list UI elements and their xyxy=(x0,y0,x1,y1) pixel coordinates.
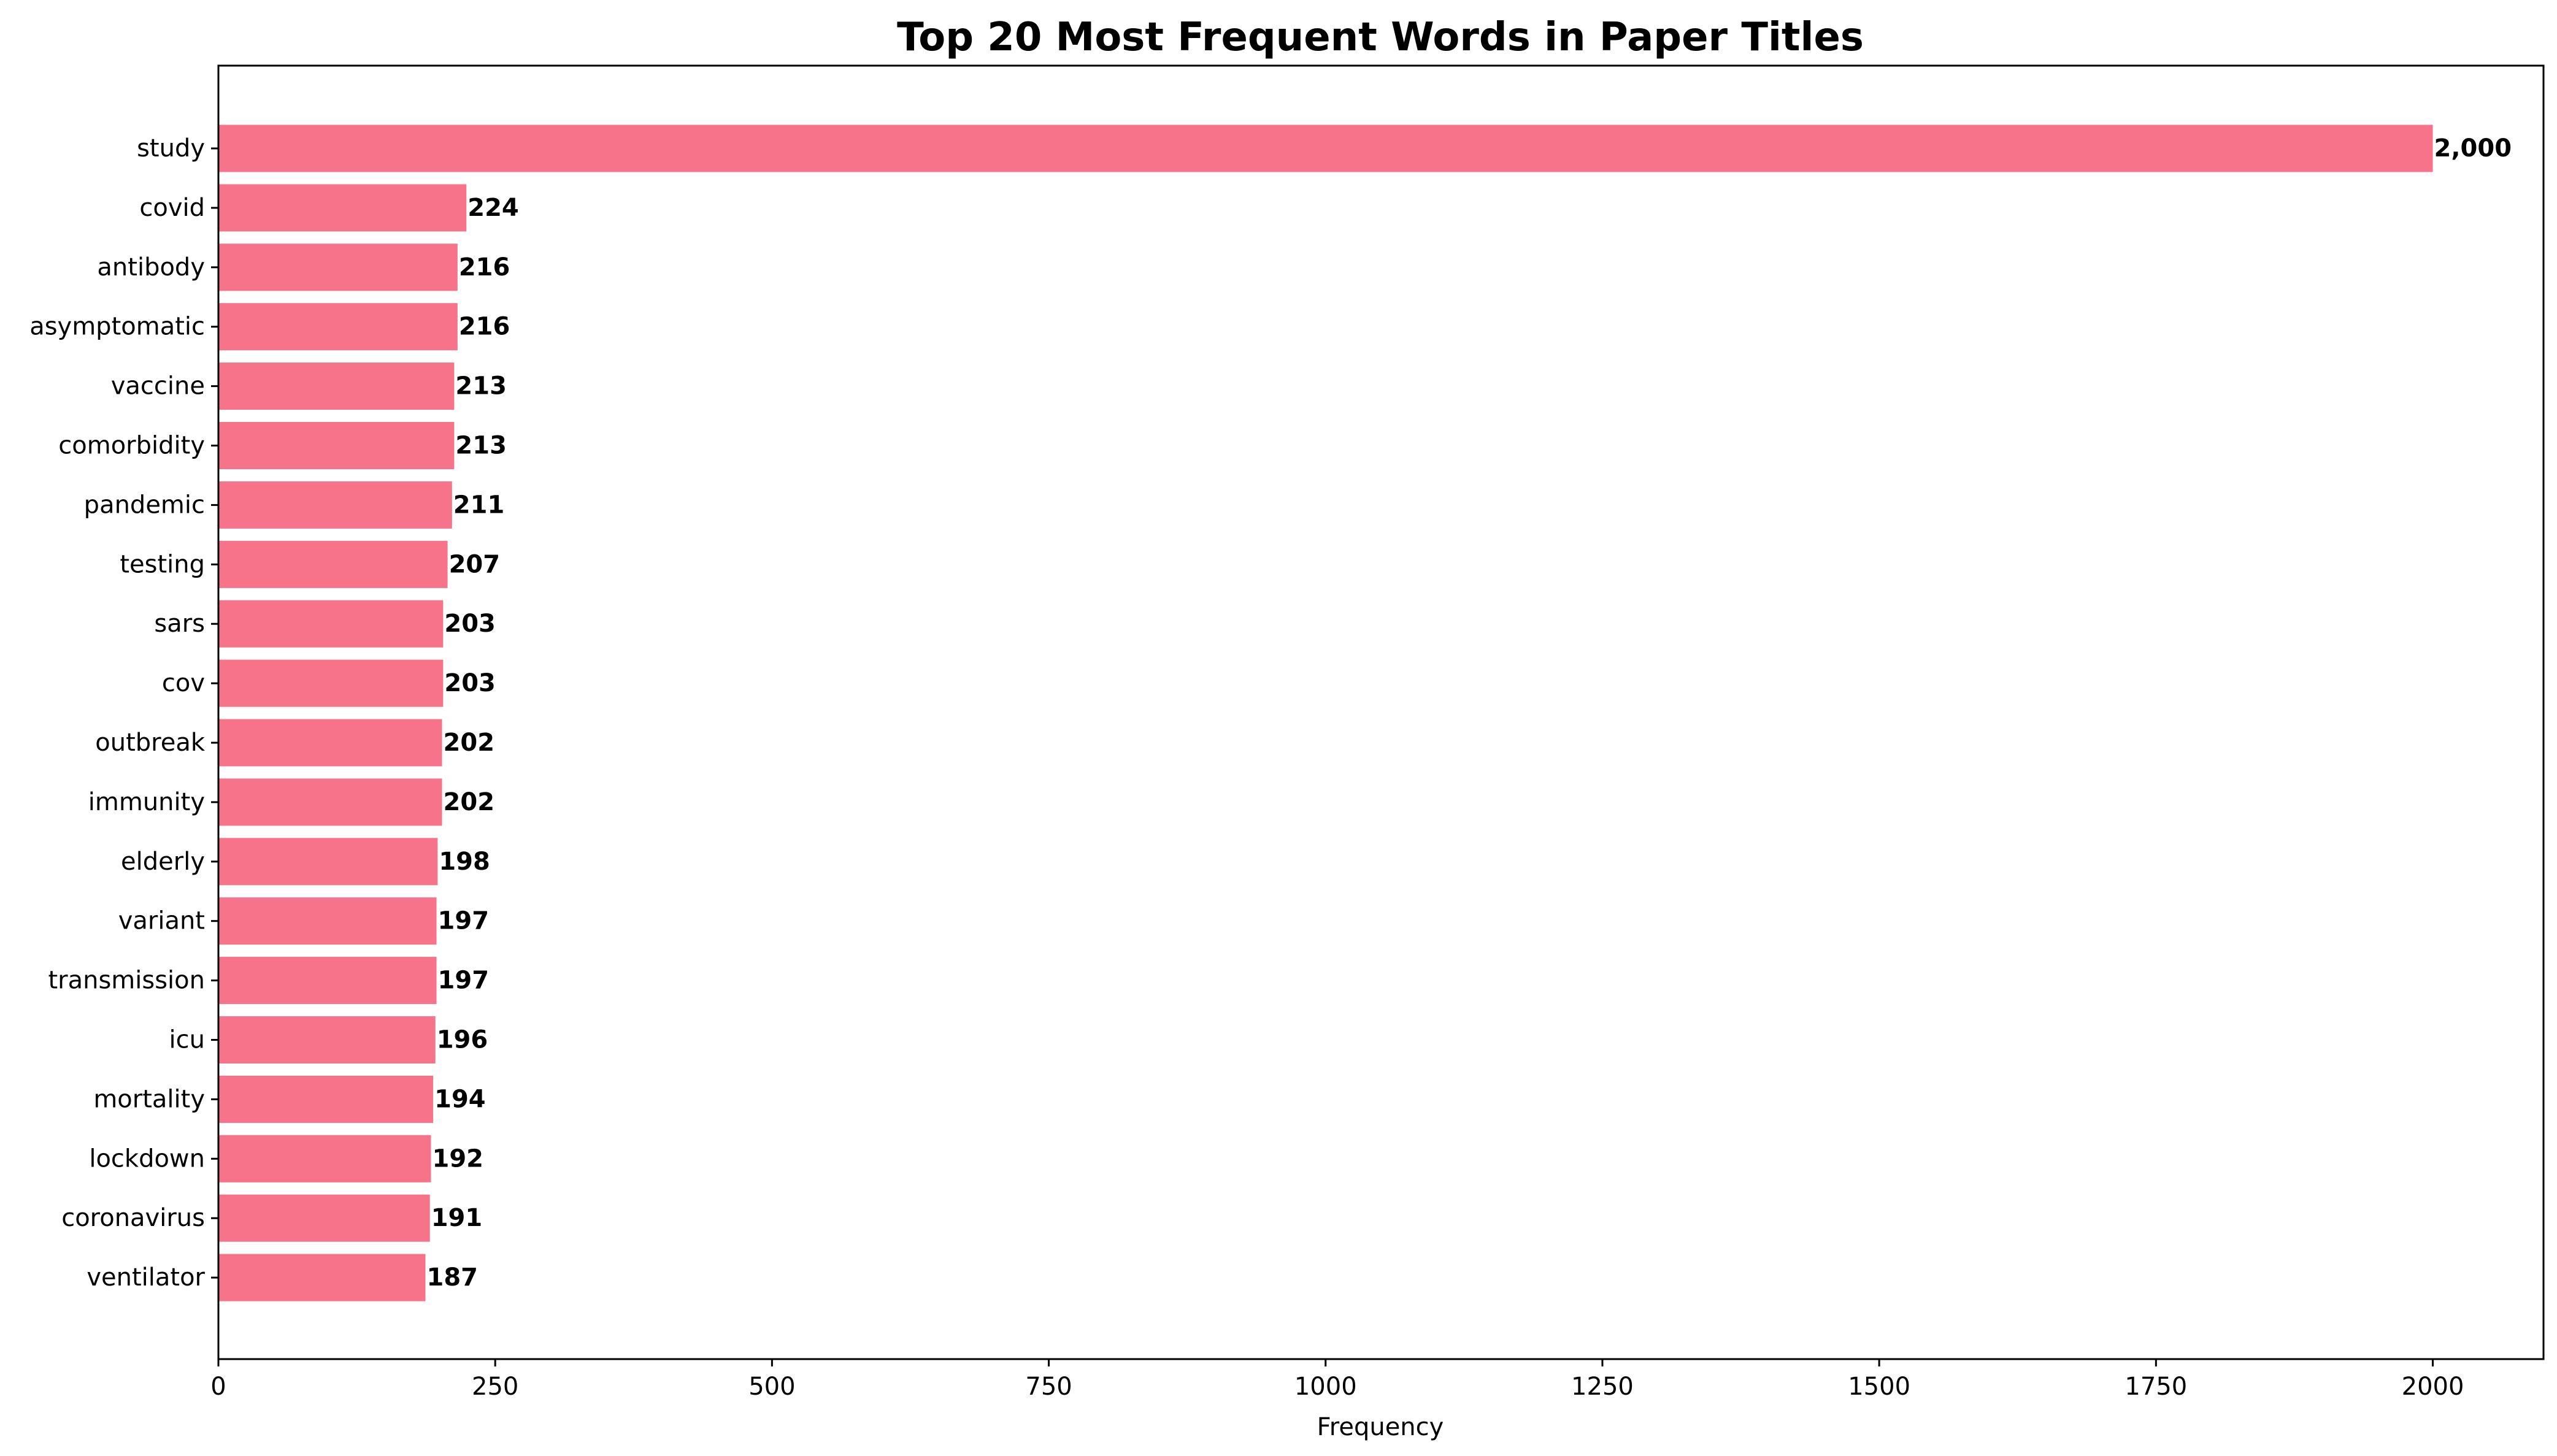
bar-mortality xyxy=(218,1075,434,1123)
y-tick-label-antibody: antibody xyxy=(97,253,205,282)
x-tick-label: 250 xyxy=(472,1373,518,1401)
y-tick-label-icu: icu xyxy=(169,1026,205,1054)
data-label-testing: 207 xyxy=(449,550,501,578)
y-tick-label-coronavirus: coronavirus xyxy=(61,1204,205,1232)
x-tick-label: 1000 xyxy=(1294,1373,1357,1401)
bar-lockdown xyxy=(218,1135,431,1182)
y-tick-label-transmission: transmission xyxy=(48,967,205,995)
data-label-vaccine: 213 xyxy=(455,372,507,400)
data-label-transmission: 197 xyxy=(438,967,490,995)
bar-covid xyxy=(218,184,467,232)
bars-layer xyxy=(218,125,2433,1301)
data-label-study: 2,000 xyxy=(2434,134,2512,163)
bar-coronavirus xyxy=(218,1194,430,1242)
bar-outbreak xyxy=(218,719,442,767)
bar-comorbidity xyxy=(218,422,455,469)
data-label-coronavirus: 191 xyxy=(431,1204,483,1232)
bar-antibody xyxy=(218,243,458,291)
y-tick-label-outbreak: outbreak xyxy=(95,729,206,757)
y-tick-label-covid: covid xyxy=(139,194,205,222)
x-tick-label: 1250 xyxy=(1571,1373,1634,1401)
x-axis-label: Frequency xyxy=(1317,1413,1444,1441)
data-label-comorbidity: 213 xyxy=(455,432,507,460)
bar-immunity xyxy=(218,778,442,826)
x-tick-label: 1750 xyxy=(2124,1373,2187,1401)
bar-study xyxy=(218,125,2433,172)
y-tick-label-asymptomatic: asymptomatic xyxy=(29,313,205,341)
bar-variant xyxy=(218,897,437,945)
x-tick-label: 1500 xyxy=(1848,1373,1910,1401)
plot-frame xyxy=(217,64,2545,1360)
x-tick-label: 2000 xyxy=(2402,1373,2464,1401)
y-tick-label-vaccine: vaccine xyxy=(111,372,205,400)
data-label-immunity: 202 xyxy=(444,788,495,816)
bar-pandemic xyxy=(218,481,452,529)
bar-cov xyxy=(218,659,444,707)
x-tick-label: 750 xyxy=(1025,1373,1072,1401)
data-labels: 2,000 224 216 216 213 213 211 207 203 203 202 202 19… xyxy=(426,134,2512,1292)
data-label-asymptomatic: 216 xyxy=(459,313,510,341)
bar-transmission xyxy=(218,957,437,1005)
bar-elderly xyxy=(218,838,438,886)
y-tick-label-comorbidity: comorbidity xyxy=(58,432,205,460)
x-ticks: 0 250 500 750 1000 1250 1500 1750 2000 xyxy=(210,1359,2464,1401)
data-label-lockdown: 192 xyxy=(433,1144,484,1173)
y-tick-label-mortality: mortality xyxy=(93,1085,205,1113)
y-tick-label-sars: sars xyxy=(154,610,205,638)
data-label-ventilator: 187 xyxy=(426,1263,478,1292)
chart-title: Top 20 Most Frequent Words in Paper Titl… xyxy=(897,15,1864,60)
y-tick-label-variant: variant xyxy=(118,907,205,935)
y-tick-labels: study covid antibody asymptomatic vaccine com… xyxy=(29,134,218,1292)
bar-sars xyxy=(218,600,444,648)
bar-testing xyxy=(218,540,448,588)
data-label-sars: 203 xyxy=(444,610,496,638)
data-label-elderly: 198 xyxy=(439,848,490,876)
x-tick-label: 0 xyxy=(210,1373,226,1401)
data-label-pandemic: 211 xyxy=(453,491,505,519)
bar-vaccine xyxy=(218,362,455,410)
data-label-covid: 224 xyxy=(467,194,519,222)
data-label-antibody: 216 xyxy=(459,253,510,282)
y-tick-label-cov: cov xyxy=(162,669,205,697)
y-tick-label-ventilator: ventilator xyxy=(87,1263,205,1292)
x-tick-label: 500 xyxy=(748,1373,795,1401)
data-label-variant: 197 xyxy=(438,907,490,935)
y-tick-label-pandemic: pandemic xyxy=(84,491,205,519)
bar-asymptomatic xyxy=(218,303,458,351)
y-tick-label-study: study xyxy=(137,134,205,163)
y-tick-label-testing: testing xyxy=(120,550,205,578)
data-label-mortality: 194 xyxy=(434,1085,486,1113)
data-label-cov: 203 xyxy=(444,669,496,697)
y-tick-label-immunity: immunity xyxy=(88,788,205,816)
data-label-outbreak: 202 xyxy=(444,729,495,757)
bar-ventilator xyxy=(218,1254,426,1301)
bar-icu xyxy=(218,1016,436,1063)
y-tick-label-elderly: elderly xyxy=(121,848,205,876)
data-label-icu: 196 xyxy=(437,1026,488,1054)
y-tick-label-lockdown: lockdown xyxy=(89,1144,205,1173)
